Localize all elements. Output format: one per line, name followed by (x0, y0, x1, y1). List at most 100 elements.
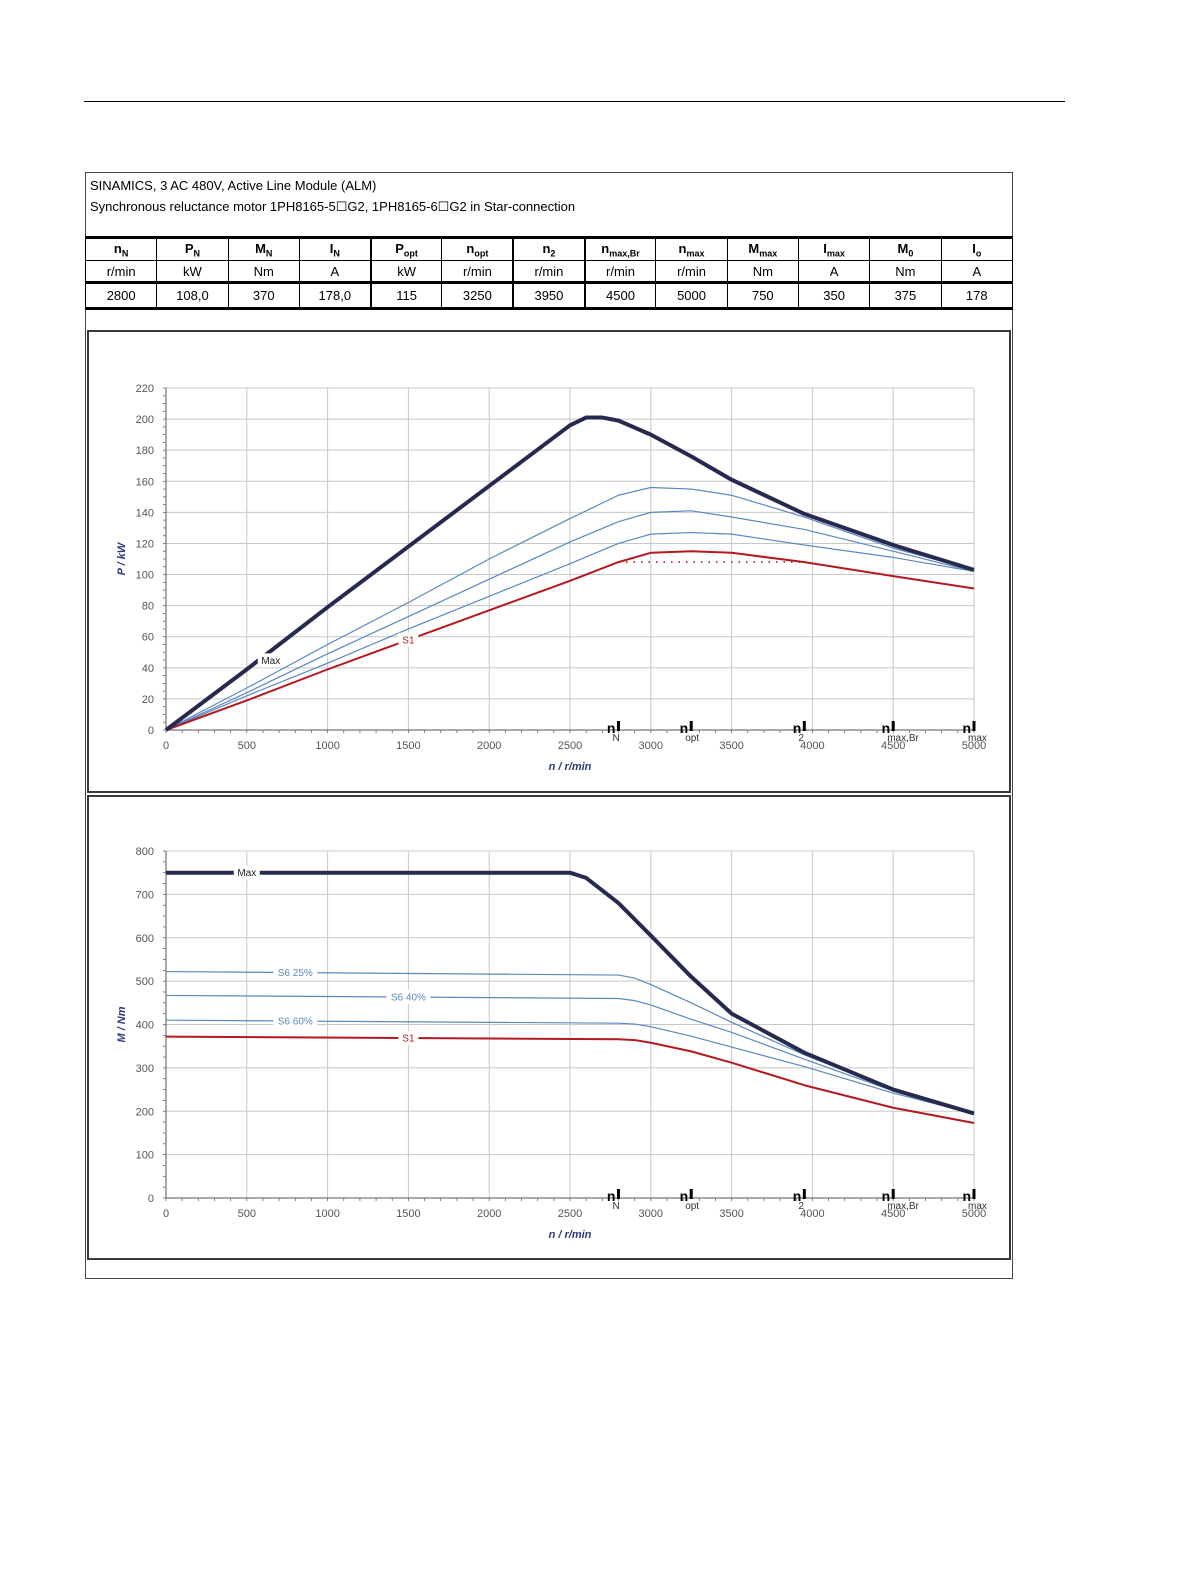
power-speed-chart: 0 500 1000 1500 2000 2500 3000 3500 4000 4500 5000… (116, 383, 987, 773)
torque-speed-chart: 0 500 1000 1500 2000 2500 3000 3500 4000 4500 5000… (116, 846, 987, 1241)
speed-marker-subscript: opt (685, 733, 699, 744)
col-symbol: M (255, 240, 266, 256)
col-subscript: max (686, 248, 705, 259)
series-line-s6-60- (165, 1019, 975, 1115)
series-line-s1 (165, 550, 975, 731)
y-axis-label: M / Nm (116, 1006, 128, 1042)
series-label: S6 25% (278, 968, 313, 979)
col-unit-8: r/min (655, 260, 728, 283)
x-tick-label: 1500 (396, 1208, 420, 1220)
col-subscript: N (333, 248, 340, 259)
y-tick-label: 140 (136, 507, 154, 519)
x-tick-label: 5000 (962, 1208, 986, 1220)
col-value-12: 178 (940, 281, 1014, 310)
series-label: S1 (402, 635, 415, 646)
x-tick-label: 4500 (881, 740, 905, 752)
col-header-5: nopt (441, 236, 514, 261)
col-value-9: 750 (726, 281, 799, 310)
x-tick-label: 1500 (396, 740, 420, 752)
col-header-10: Imax (797, 236, 871, 261)
series-line-max (164, 415, 975, 732)
col-symbol: n (678, 240, 687, 256)
col-symbol: P (184, 240, 194, 256)
col-header-11: M0 (869, 236, 942, 261)
series-line-max (166, 870, 975, 1116)
col-value-0: 2800 (84, 281, 158, 310)
col-value-2: 370 (227, 281, 300, 310)
y-tick-label: 60 (142, 632, 154, 644)
series-label: S6 40% (391, 993, 426, 1004)
y-tick-label: 20 (142, 694, 154, 706)
col-unit-12: A (940, 260, 1014, 283)
speed-marker-symbol: n (793, 720, 802, 736)
y-tick-label: 100 (136, 1150, 154, 1162)
table-header-row: nN PN MN IN Popt nopt n2 nmax,Br nmax Mmax Imax M0 I… (84, 236, 1014, 261)
x-tick-label: 3500 (719, 1208, 743, 1220)
series-label-bg (273, 965, 318, 980)
x-tick-label: 4000 (800, 1208, 824, 1220)
col-header-1: PN (156, 236, 229, 261)
series-label: S6 60% (278, 1017, 313, 1028)
speed-marker-symbol: n (793, 1188, 802, 1204)
series-label: Max (237, 868, 256, 879)
col-symbol: I (329, 240, 334, 256)
y-tick-label: 100 (136, 570, 154, 582)
speed-marker-symbol: n (607, 1188, 616, 1204)
col-subscript: N (193, 248, 201, 259)
col-header-7: nmax,Br (583, 236, 657, 261)
col-header-9: Mmax (726, 236, 799, 261)
y-tick-label: 700 (136, 889, 154, 901)
series-label-bg (273, 1014, 318, 1029)
y-axis-label: P / kW (116, 541, 128, 575)
col-value-3: 178,0 (298, 281, 372, 310)
y-tick-label: 0 (148, 725, 154, 737)
speed-marker-subscript: N (612, 1201, 619, 1212)
col-symbol: I (972, 240, 976, 256)
col-symbol: n (113, 240, 122, 256)
col-header-0: nN (84, 236, 158, 261)
x-tick-label: 2500 (558, 1208, 582, 1220)
col-subscript: N (265, 248, 273, 259)
x-tick-label: 2500 (558, 740, 582, 752)
speed-marker-symbol: n (680, 1188, 689, 1204)
series-line-s1 (165, 1035, 975, 1124)
col-unit-0: r/min (84, 260, 158, 283)
speed-marker-symbol: n (962, 720, 971, 736)
col-subscript: o (975, 248, 982, 259)
col-value-4: 115 (369, 281, 443, 310)
col-subscript: opt (403, 248, 418, 259)
col-symbol: M (748, 240, 760, 256)
col-value-1: 108,0 (156, 281, 229, 310)
col-subscript: max (759, 248, 778, 259)
x-axis-label: n / r/min (549, 1229, 592, 1241)
col-symbol: M (897, 240, 909, 256)
series-line-s6 (165, 510, 975, 731)
series-label-bg (233, 865, 260, 880)
y-tick-label: 300 (136, 1063, 154, 1075)
col-unit-6: r/min (512, 260, 586, 283)
speed-marker-symbol: n (962, 1188, 971, 1204)
y-tick-label: 800 (136, 846, 154, 858)
col-header-3: IN (298, 236, 372, 261)
series-label-bg (257, 653, 284, 668)
rated-data-table: nN PN MN IN Popt nopt n2 nmax,Br nmax Mmax Imax M0 I… (84, 236, 1014, 310)
y-tick-label: 400 (136, 1020, 154, 1032)
torque-chart-frame: 0 500 1000 1500 2000 2500 3000 3500 4000 4500 5000… (87, 795, 1011, 1260)
series-line-s6 (165, 486, 975, 731)
col-symbol: P (395, 240, 404, 256)
y-tick-label: 200 (136, 1106, 154, 1118)
series-line-s6 (165, 531, 975, 731)
y-tick-label: 80 (142, 601, 154, 613)
col-header-12: Io (940, 236, 1014, 261)
x-tick-label: 4500 (881, 1208, 905, 1220)
datasheet-panel: SINAMICS, 3 AC 480V, Active Line Module … (84, 172, 1014, 1279)
x-tick-label: 0 (163, 740, 169, 752)
x-tick-label: 1000 (315, 1208, 339, 1220)
y-tick-label: 40 (142, 663, 154, 675)
x-tick-label: 3000 (639, 740, 663, 752)
series-label-bg (386, 990, 431, 1005)
speed-marker-symbol: n (882, 720, 891, 736)
y-tick-label: 120 (136, 538, 154, 550)
col-symbol: n (466, 240, 475, 256)
